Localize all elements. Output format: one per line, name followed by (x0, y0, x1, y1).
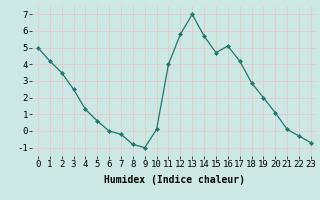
X-axis label: Humidex (Indice chaleur): Humidex (Indice chaleur) (104, 175, 245, 185)
